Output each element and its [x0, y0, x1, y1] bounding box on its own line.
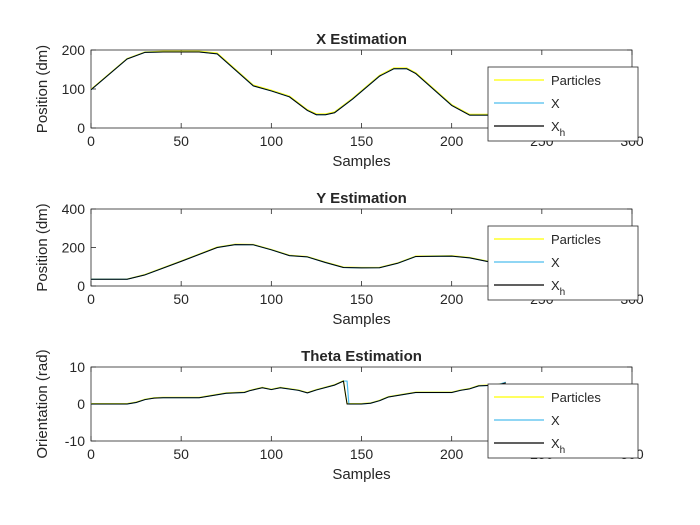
x-tick-label: 50: [173, 446, 189, 462]
legend-label: Xh: [551, 119, 565, 139]
legend: Particles X Xh: [487, 225, 639, 301]
y-tick-label: 100: [62, 81, 86, 97]
legend: Particles X Xh: [487, 66, 639, 142]
y-axis-label: Orientation (rad): [34, 349, 51, 458]
y-axis-label: Position (dm): [34, 45, 51, 133]
y-tick-label: 200: [62, 42, 86, 58]
x-tick-label: 0: [87, 291, 95, 307]
legend-label: Xh: [551, 436, 565, 456]
y-tick-label: 200: [62, 240, 86, 256]
x-tick-label: 50: [173, 133, 189, 149]
chart-title: Theta Estimation: [301, 348, 422, 365]
subplot-2: Y Estimation0501001502002503000200400Sam…: [34, 190, 644, 328]
x-tick-label: 50: [173, 291, 189, 307]
x-axis-label: Samples: [332, 466, 390, 483]
chart-title: Y Estimation: [316, 190, 407, 207]
y-axis-label: Position (dm): [34, 203, 51, 291]
series-line-3: [91, 244, 506, 280]
y-tick-label: 400: [62, 201, 86, 217]
x-tick-label: 100: [260, 133, 284, 149]
legend-label: Particles: [551, 390, 601, 405]
legend-box: [487, 383, 639, 459]
legend-box: [487, 225, 639, 301]
legend-label: X: [551, 255, 560, 270]
legend-label: Xh: [551, 278, 565, 298]
x-axis-label: Samples: [332, 153, 390, 170]
x-tick-label: 150: [350, 133, 374, 149]
x-tick-label: 200: [440, 446, 464, 462]
legend-label: Particles: [551, 232, 601, 247]
subplot-3: Theta Estimation050100150200250300-10010…: [34, 348, 644, 483]
legend-label: X: [551, 96, 560, 111]
legend-label: X: [551, 413, 560, 428]
y-tick-label: 0: [77, 396, 85, 412]
x-tick-label: 150: [350, 291, 374, 307]
y-tick-label: 10: [69, 359, 85, 375]
series-line-3: [91, 380, 506, 405]
legend: Particles X Xh: [487, 383, 639, 459]
series-line-1: [90, 50, 506, 115]
x-tick-label: 100: [260, 291, 284, 307]
y-tick-label: 0: [77, 278, 85, 294]
y-tick-label: -10: [65, 433, 85, 449]
x-axis-label: Samples: [332, 311, 390, 328]
x-tick-label: 200: [440, 133, 464, 149]
x-tick-label: 0: [87, 446, 95, 462]
x-tick-label: 150: [350, 446, 374, 462]
y-tick-label: 0: [77, 120, 85, 136]
chart-title: X Estimation: [316, 31, 407, 48]
x-tick-label: 100: [260, 446, 284, 462]
x-tick-label: 0: [87, 133, 95, 149]
series-line-3: [90, 51, 506, 116]
legend-label: Particles: [551, 73, 601, 88]
x-tick-label: 200: [440, 291, 464, 307]
legend-box: [487, 66, 639, 142]
subplot-1: X Estimation0501001502002503000100200Sam…: [34, 31, 644, 170]
